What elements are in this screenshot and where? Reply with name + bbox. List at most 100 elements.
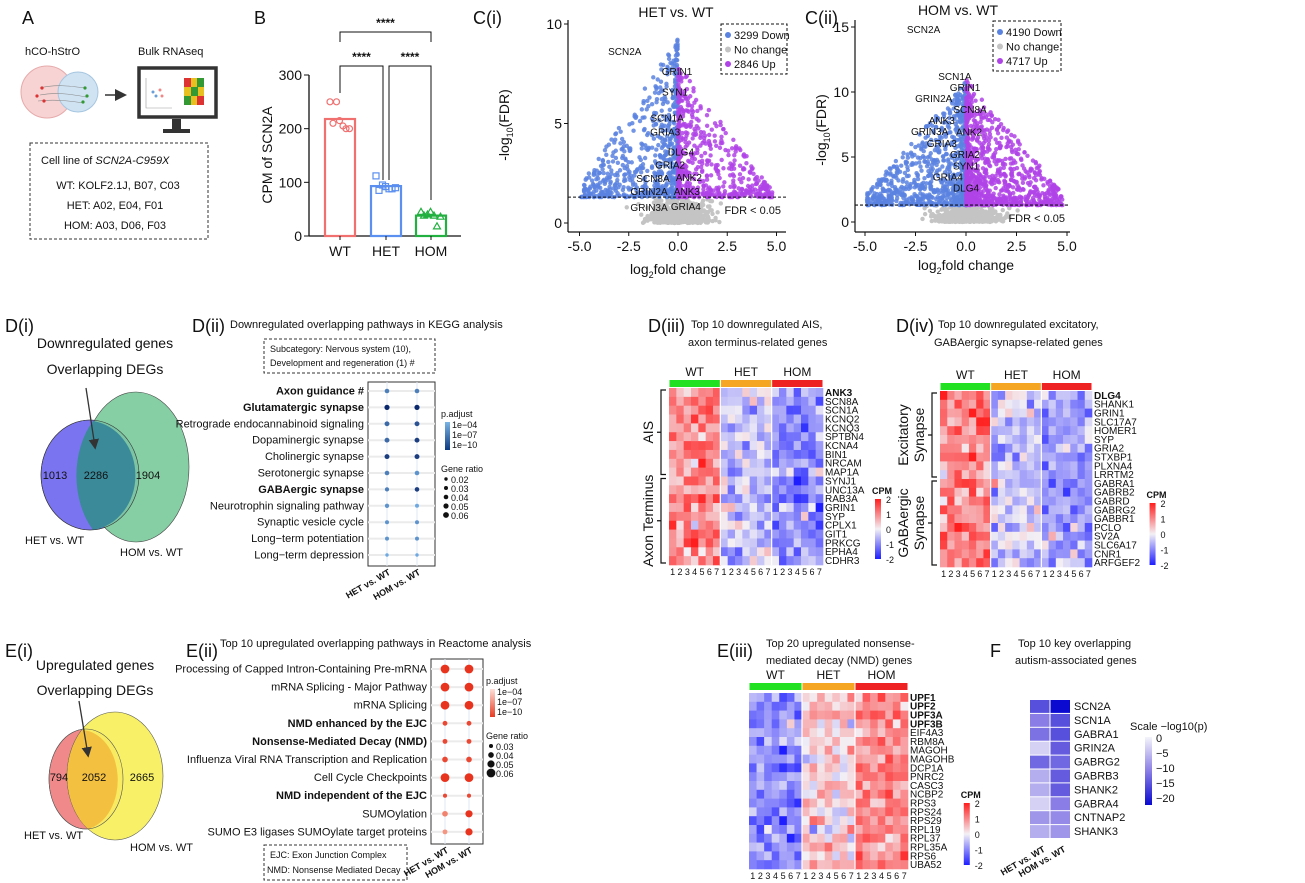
point-up <box>694 116 699 122</box>
point-down <box>658 169 664 174</box>
point-no-change <box>942 207 948 213</box>
heatmap-cell <box>698 503 706 513</box>
heatmap-cell <box>801 449 809 460</box>
point-down <box>609 171 614 177</box>
pathway-label: Dopaminergic synapse <box>252 435 364 447</box>
heatmap-cell <box>698 556 706 566</box>
heatmap-cell <box>764 405 772 415</box>
point-up <box>720 140 725 146</box>
sample-label: 5 <box>751 567 756 577</box>
point-no-change <box>709 208 714 213</box>
heatmap-cell <box>757 547 765 557</box>
heatmap-cell <box>698 396 706 406</box>
heatmap-cell <box>990 391 999 401</box>
gene-label: SYN1 <box>953 161 980 172</box>
heatmap-cell <box>815 414 824 424</box>
point-no-change <box>659 207 664 213</box>
chart-title: Top 10 downregulated excitatory, <box>938 319 1099 331</box>
heatmap-cell <box>735 458 743 468</box>
point-down <box>659 161 665 167</box>
point-no-change <box>700 215 705 220</box>
sample-label: 4 <box>963 569 968 579</box>
point-up <box>722 180 727 185</box>
cell-line-box <box>29 142 209 240</box>
group-bar-hom <box>772 380 823 387</box>
point-no-change <box>695 213 701 218</box>
heatmap-cell <box>727 432 736 442</box>
heatmap-cell <box>691 432 699 442</box>
data-point <box>345 125 354 133</box>
heatmap-cell <box>771 405 780 415</box>
point-up <box>1001 161 1006 166</box>
point-up <box>1032 184 1037 190</box>
heatmap-cell <box>720 494 728 504</box>
point-down <box>671 165 676 170</box>
point-down <box>581 182 587 188</box>
heatmap-cell <box>801 494 809 504</box>
point-no-change <box>653 216 658 221</box>
heatmap-cell <box>727 476 736 486</box>
heatmap-cell <box>669 511 677 522</box>
point-up <box>706 107 712 113</box>
heatmap-cell <box>669 414 677 424</box>
cell-line-het: HET: A02, E04, F01 <box>67 200 164 212</box>
heatmap-cell <box>705 529 714 539</box>
heatmap-cell <box>691 485 699 495</box>
point-up <box>1008 156 1014 161</box>
heatmap-cell <box>815 529 824 539</box>
heatmap-cell <box>771 458 780 468</box>
point-up <box>689 107 695 113</box>
point-up <box>994 147 999 152</box>
heatmap-cell <box>757 485 765 495</box>
point-up <box>986 142 992 147</box>
point-down <box>645 168 650 174</box>
group-bar-het <box>720 380 772 387</box>
point-up <box>747 169 752 175</box>
point-down <box>663 117 669 123</box>
gene-label: GRIN1 <box>662 67 693 78</box>
heatmap-cell <box>793 511 802 522</box>
point-up <box>721 184 726 189</box>
y-tick-label: 5 <box>554 116 562 132</box>
gene-label: SCN1A <box>938 72 972 83</box>
heatmap-cell <box>705 547 714 557</box>
heatmap-cell <box>713 396 721 406</box>
point-down <box>656 90 661 96</box>
point-down <box>606 142 612 147</box>
point-up <box>707 141 712 146</box>
pathway-label: Retrograde endocannabinoid signaling <box>176 418 364 430</box>
sample-label: 5 <box>699 567 704 577</box>
heatmap-cell <box>749 494 758 504</box>
point-down <box>623 157 628 163</box>
heatmap-cell <box>742 396 750 406</box>
point-down <box>958 143 963 149</box>
point-down <box>930 160 936 165</box>
heatmap-cell <box>669 405 677 415</box>
point-no-change <box>636 202 641 207</box>
point-no-change <box>691 201 696 206</box>
point-up <box>726 148 731 154</box>
point-down <box>605 177 610 182</box>
point-up <box>997 180 1002 185</box>
point-no-change <box>656 202 661 208</box>
point-up <box>964 97 969 102</box>
heatmap-cell <box>801 485 809 495</box>
point-up <box>759 175 764 180</box>
point-up <box>1012 134 1017 139</box>
group-label: HOM <box>1053 368 1081 382</box>
heatmap-cell <box>801 441 809 451</box>
point-down <box>627 169 632 175</box>
point-down <box>668 165 673 170</box>
heatmap-cell <box>669 388 677 398</box>
point-down <box>665 69 671 74</box>
heatmap-cell <box>669 547 677 557</box>
heatmap-cell <box>801 520 809 530</box>
dot-hom <box>414 388 420 394</box>
point-down <box>661 114 666 119</box>
gene-label: GRIA3 <box>927 139 957 150</box>
point-down <box>654 86 659 91</box>
heatmap-cell <box>698 467 706 477</box>
point-up <box>726 152 731 158</box>
point-no-change <box>1015 208 1020 213</box>
